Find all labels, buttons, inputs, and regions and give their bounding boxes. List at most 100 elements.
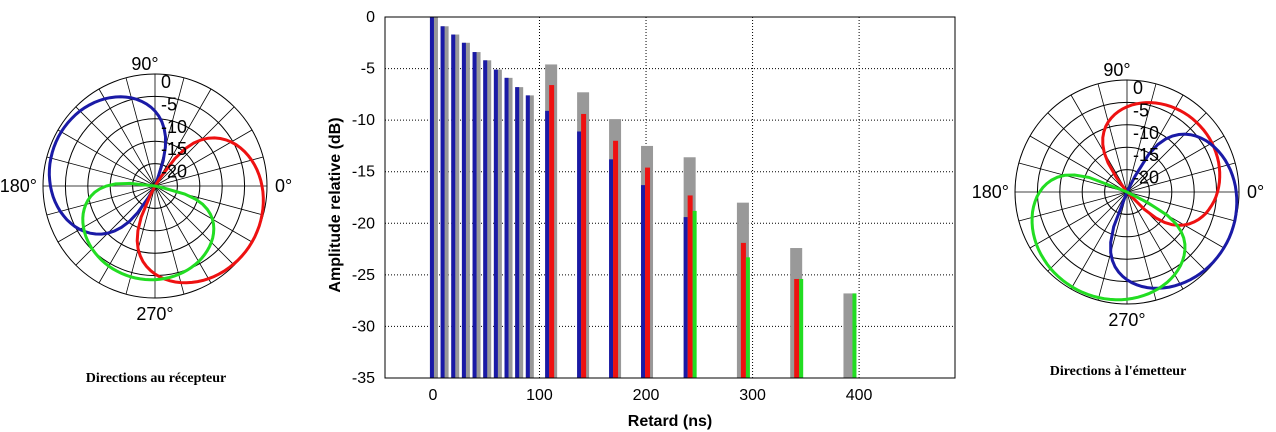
transmitter-polar-plot: 0-5 -10-15 -20 0° 90° 180° 270°	[972, 60, 1264, 330]
bar-red	[581, 113, 587, 378]
polar-spoke	[1047, 191, 1128, 272]
bar-red	[687, 195, 693, 378]
receiver-polar-plot: 0-5 -10-15 -20 0° 90° 180° 270°	[0, 54, 292, 324]
polar-ring-label: -5	[161, 94, 177, 114]
polar-spoke	[57, 129, 156, 187]
polar-spoke	[57, 185, 156, 243]
x-tick-label: 300	[739, 387, 766, 404]
bar-blue	[525, 95, 530, 378]
bar-blue	[545, 110, 550, 379]
bar-blue	[641, 185, 646, 378]
polar-ring-label: -15	[161, 139, 187, 159]
polar-spoke	[125, 77, 156, 187]
bar-blue	[609, 159, 614, 378]
bar-blue	[429, 17, 434, 378]
polar-ring-label: -5	[1133, 100, 1149, 120]
polar-angle-label: 90°	[1103, 60, 1130, 80]
bar-red	[549, 85, 555, 379]
bar-red	[613, 140, 619, 378]
polar-angle-label: 270°	[136, 304, 173, 324]
bar-red	[645, 167, 651, 378]
polar-spoke	[1047, 112, 1128, 193]
x-axis-title: Retard (ns)	[628, 413, 712, 430]
polar-angle-label: 0°	[1247, 182, 1264, 202]
bar-green	[692, 210, 697, 378]
polar-spoke	[75, 185, 156, 266]
x-tick-label: 0	[428, 387, 437, 404]
polar-angle-label: 180°	[972, 182, 1009, 202]
polar-spoke	[1126, 162, 1236, 193]
bar-blue	[683, 217, 688, 378]
polar-ring-label: 0	[161, 72, 171, 92]
polar-angle-label: 180°	[0, 176, 37, 196]
y-tick-label: -5	[361, 61, 375, 78]
delay-amplitude-chart: 0 100 200 300 400 0 -5 -10 -15 -20 -25 -30 -35	[352, 9, 956, 404]
y-tick-label: -35	[352, 370, 375, 387]
polar-angle-label: 270°	[1108, 310, 1145, 330]
bar-green	[745, 257, 750, 378]
polar-series-line	[1030, 173, 1187, 302]
polar-spoke	[46, 185, 156, 216]
bar-blue	[577, 131, 582, 378]
bar-blue	[493, 69, 498, 379]
polar-spoke	[1126, 191, 1157, 301]
polar-spoke	[1029, 191, 1128, 249]
bar-red	[740, 242, 746, 378]
y-axis-title: Amplitude relative (dB)	[327, 117, 344, 292]
polar-spoke	[75, 106, 156, 187]
bar-blue	[451, 34, 456, 378]
polar-spoke	[1097, 83, 1128, 193]
polar-spoke	[1029, 135, 1128, 193]
polar-ring-label: -15	[1133, 145, 1159, 165]
y-tick-label: -25	[352, 267, 375, 284]
bar-red	[794, 278, 800, 378]
bar-blue	[483, 60, 488, 378]
polar-spoke	[1070, 94, 1128, 193]
polar-spoke	[98, 88, 156, 187]
polar-spoke	[154, 185, 212, 284]
bar-blue	[472, 52, 477, 378]
bar-blue	[515, 87, 520, 378]
polar-spoke	[1126, 112, 1207, 193]
polar-spoke	[154, 129, 253, 187]
bar-green	[852, 293, 857, 378]
transmitter-caption: Directions à l'émetteur	[1050, 364, 1187, 379]
polar-spoke	[1070, 191, 1128, 290]
bar-green	[799, 278, 804, 378]
polar-spoke	[154, 185, 235, 266]
polar-angle-label: 90°	[131, 54, 158, 74]
polar-series-line	[81, 181, 216, 282]
polar-spoke	[1018, 191, 1128, 222]
polar-ring-label: 0	[1133, 78, 1143, 98]
polar-ring-label: -10	[1133, 123, 1159, 143]
polar-ring-label: -10	[161, 117, 187, 137]
polar-spoke	[1126, 191, 1184, 290]
x-tick-label: 400	[846, 387, 873, 404]
polar-spoke	[1126, 191, 1236, 222]
x-tick-label: 100	[526, 387, 553, 404]
receiver-caption: Directions au récepteur	[86, 371, 226, 386]
plot-frame	[384, 16, 956, 379]
polar-ring-label: -20	[1133, 168, 1159, 188]
polar-spoke	[1126, 135, 1225, 193]
polar-spoke	[1018, 162, 1128, 193]
polar-spoke	[154, 185, 253, 243]
polar-spoke	[154, 185, 185, 295]
y-tick-label: 0	[366, 9, 375, 26]
y-tick-label: -10	[352, 112, 375, 129]
polar-spoke	[154, 88, 212, 187]
polar-spoke	[154, 106, 235, 187]
polar-angle-label: 0°	[275, 176, 292, 196]
y-tick-label: -15	[352, 164, 375, 181]
polar-spoke	[1097, 191, 1128, 301]
y-tick-label: -20	[352, 215, 375, 232]
x-tick-label: 200	[633, 387, 660, 404]
y-tick-label: -30	[352, 318, 375, 335]
bar-blue	[440, 26, 445, 378]
polar-series-line	[135, 136, 265, 285]
bar-blue	[504, 77, 509, 379]
polar-spoke	[154, 156, 264, 187]
polar-ring-label: -20	[161, 162, 187, 182]
bar-blue	[461, 42, 466, 379]
